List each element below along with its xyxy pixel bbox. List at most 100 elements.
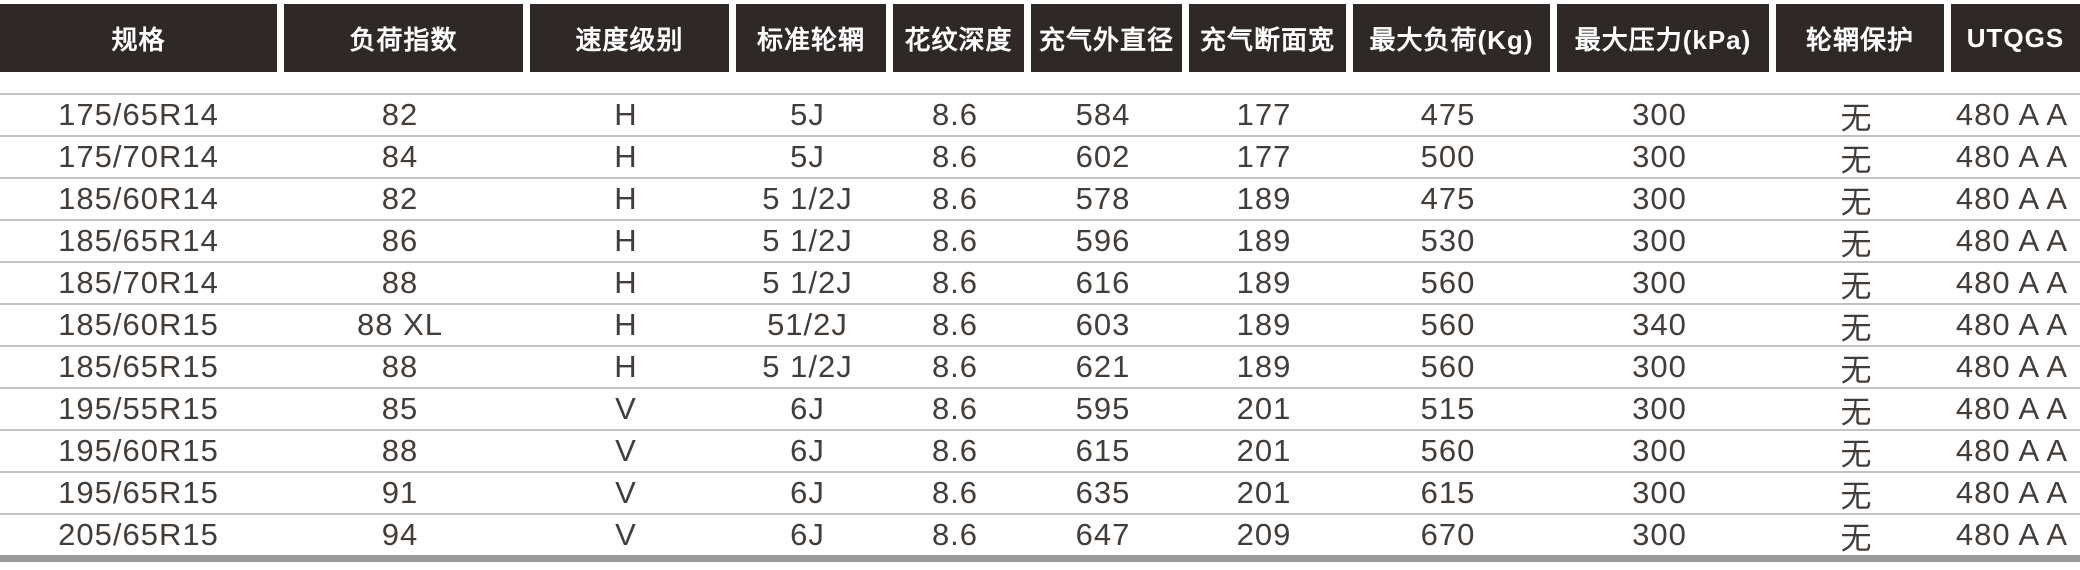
cell-tread-depth: 8.6 <box>931 223 979 258</box>
cell-standard-rim: 5 1/2J <box>762 181 853 216</box>
table-row: 195/60R15 88 V 6J 8.6 615 201 560 300 无 … <box>0 429 2080 472</box>
cell-max-pressure: 300 <box>1632 475 1687 510</box>
cell-inflated-diameter: 621 <box>1075 349 1131 384</box>
cell-max-load: 515 <box>1420 391 1476 426</box>
cell-rim-protection: 无 <box>1840 142 1873 178</box>
cell-standard-rim: 6J <box>790 391 825 426</box>
cell-utqgs: 480 A A <box>1955 139 2069 174</box>
table-row: 205/65R15 94 V 6J 8.6 647 209 670 300 无 … <box>0 513 2080 556</box>
cell-load-index: 88 XL <box>356 307 443 342</box>
cell-spec: 175/70R14 <box>58 139 219 174</box>
cell-spec: 185/65R14 <box>58 223 219 258</box>
cell-speed-rating: V <box>615 475 637 510</box>
cell-load-index: 82 <box>381 97 419 132</box>
table-row: 175/70R14 84 H 5J 8.6 602 177 500 300 无 … <box>0 135 2080 178</box>
header-cell-speed-rating: 速度级别 <box>523 4 729 72</box>
cell-load-index: 82 <box>381 181 419 216</box>
cell-speed-rating: H <box>614 307 638 342</box>
cell-rim-protection: 无 <box>1840 520 1873 556</box>
cell-section-width: 189 <box>1236 307 1292 342</box>
table-body: 175/65R14 82 H 5J 8.6 584 177 475 300 无 … <box>0 93 2080 562</box>
cell-tread-depth: 8.6 <box>931 475 979 510</box>
cell-standard-rim: 5J <box>790 97 825 132</box>
cell-tread-depth: 8.6 <box>931 517 979 552</box>
cell-inflated-diameter: 635 <box>1075 475 1131 510</box>
cell-spec: 185/60R15 <box>58 307 219 342</box>
cell-utqgs: 480 A A <box>1955 97 2069 132</box>
cell-max-pressure: 300 <box>1632 349 1687 384</box>
cell-speed-rating: H <box>614 223 638 258</box>
cell-max-load: 560 <box>1420 307 1476 342</box>
cell-max-load: 560 <box>1420 433 1476 468</box>
cell-standard-rim: 5 1/2J <box>762 349 853 384</box>
cell-speed-rating: H <box>614 139 638 174</box>
table-row: 185/65R15 88 H 5 1/2J 8.6 621 189 560 30… <box>0 345 2080 388</box>
cell-spec: 195/65R15 <box>58 475 219 510</box>
cell-speed-rating: V <box>615 391 637 426</box>
table-row: 195/55R15 85 V 6J 8.6 595 201 515 300 无 … <box>0 387 2080 430</box>
cell-section-width: 177 <box>1236 97 1292 132</box>
cell-utqgs: 480 A A <box>1955 475 2069 510</box>
cell-tread-depth: 8.6 <box>931 307 979 342</box>
cell-section-width: 209 <box>1236 517 1292 552</box>
cell-spec: 205/65R15 <box>58 517 219 552</box>
cell-standard-rim: 5J <box>790 139 825 174</box>
cell-tread-depth: 8.6 <box>931 181 979 216</box>
cell-utqgs: 480 A A <box>1955 223 2069 258</box>
cell-inflated-diameter: 584 <box>1075 97 1131 132</box>
cell-utqgs: 480 A A <box>1955 349 2069 384</box>
cell-max-load: 560 <box>1420 265 1476 300</box>
cell-speed-rating: H <box>614 265 638 300</box>
cell-rim-protection: 无 <box>1840 268 1873 304</box>
cell-max-pressure: 300 <box>1632 433 1687 468</box>
cell-max-load: 500 <box>1420 139 1476 174</box>
cell-load-index: 88 <box>381 433 419 468</box>
header-cell-max-load: 最大负荷(Kg) <box>1346 4 1550 72</box>
cell-inflated-diameter: 595 <box>1075 391 1131 426</box>
header-cell-section-width: 充气断面宽 <box>1182 4 1346 72</box>
cell-standard-rim: 5 1/2J <box>762 223 853 258</box>
header-cell-standard-rim: 标准轮辋 <box>729 4 886 72</box>
cell-rim-protection: 无 <box>1840 478 1873 514</box>
cell-speed-rating: V <box>615 517 637 552</box>
cell-spec: 185/60R14 <box>58 181 219 216</box>
cell-tread-depth: 8.6 <box>931 349 979 384</box>
cell-standard-rim: 5 1/2J <box>762 265 853 300</box>
cell-standard-rim: 6J <box>790 475 825 510</box>
table-header-row: 规格 负荷指数 速度级别 标准轮辋 花纹深度 充气外直径 充气断面宽 最大负荷(… <box>0 4 2080 72</box>
cell-tread-depth: 8.6 <box>931 97 979 132</box>
cell-rim-protection: 无 <box>1840 100 1873 136</box>
cell-rim-protection: 无 <box>1840 226 1873 262</box>
cell-utqgs: 480 A A <box>1955 181 2069 216</box>
cell-inflated-diameter: 615 <box>1075 433 1131 468</box>
cell-standard-rim: 51/2J <box>767 307 848 342</box>
cell-utqgs: 480 A A <box>1955 433 2069 468</box>
header-cell-max-pressure: 最大压力(kPa) <box>1550 4 1769 72</box>
cell-utqgs: 480 A A <box>1955 307 2069 342</box>
cell-rim-protection: 无 <box>1840 310 1873 346</box>
cell-section-width: 189 <box>1236 181 1292 216</box>
cell-utqgs: 480 A A <box>1955 517 2069 552</box>
header-cell-rim-protection: 轮辋保护 <box>1769 4 1944 72</box>
cell-rim-protection: 无 <box>1840 352 1873 388</box>
cell-inflated-diameter: 602 <box>1075 139 1131 174</box>
table-row: 185/60R14 82 H 5 1/2J 8.6 578 189 475 30… <box>0 177 2080 220</box>
header-cell-utqgs: UTQGS <box>1944 4 2080 72</box>
cell-spec: 195/55R15 <box>58 391 219 426</box>
cell-speed-rating: H <box>614 181 638 216</box>
cell-max-pressure: 340 <box>1632 307 1687 342</box>
cell-section-width: 177 <box>1236 139 1292 174</box>
cell-section-width: 189 <box>1236 223 1292 258</box>
cell-inflated-diameter: 603 <box>1075 307 1131 342</box>
cell-max-load: 670 <box>1420 517 1476 552</box>
cell-inflated-diameter: 616 <box>1075 265 1131 300</box>
cell-tread-depth: 8.6 <box>931 391 979 426</box>
table-row: 175/65R14 82 H 5J 8.6 584 177 475 300 无 … <box>0 93 2080 136</box>
cell-load-index: 84 <box>381 139 419 174</box>
header-cell-inflated-diameter: 充气外直径 <box>1024 4 1182 72</box>
cell-spec: 195/60R15 <box>58 433 219 468</box>
cell-max-pressure: 300 <box>1632 139 1687 174</box>
cell-spec: 175/65R14 <box>58 97 219 132</box>
table-row: 185/60R15 88 XL H 51/2J 8.6 603 189 560 … <box>0 303 2080 346</box>
cell-load-index: 88 <box>381 349 419 384</box>
